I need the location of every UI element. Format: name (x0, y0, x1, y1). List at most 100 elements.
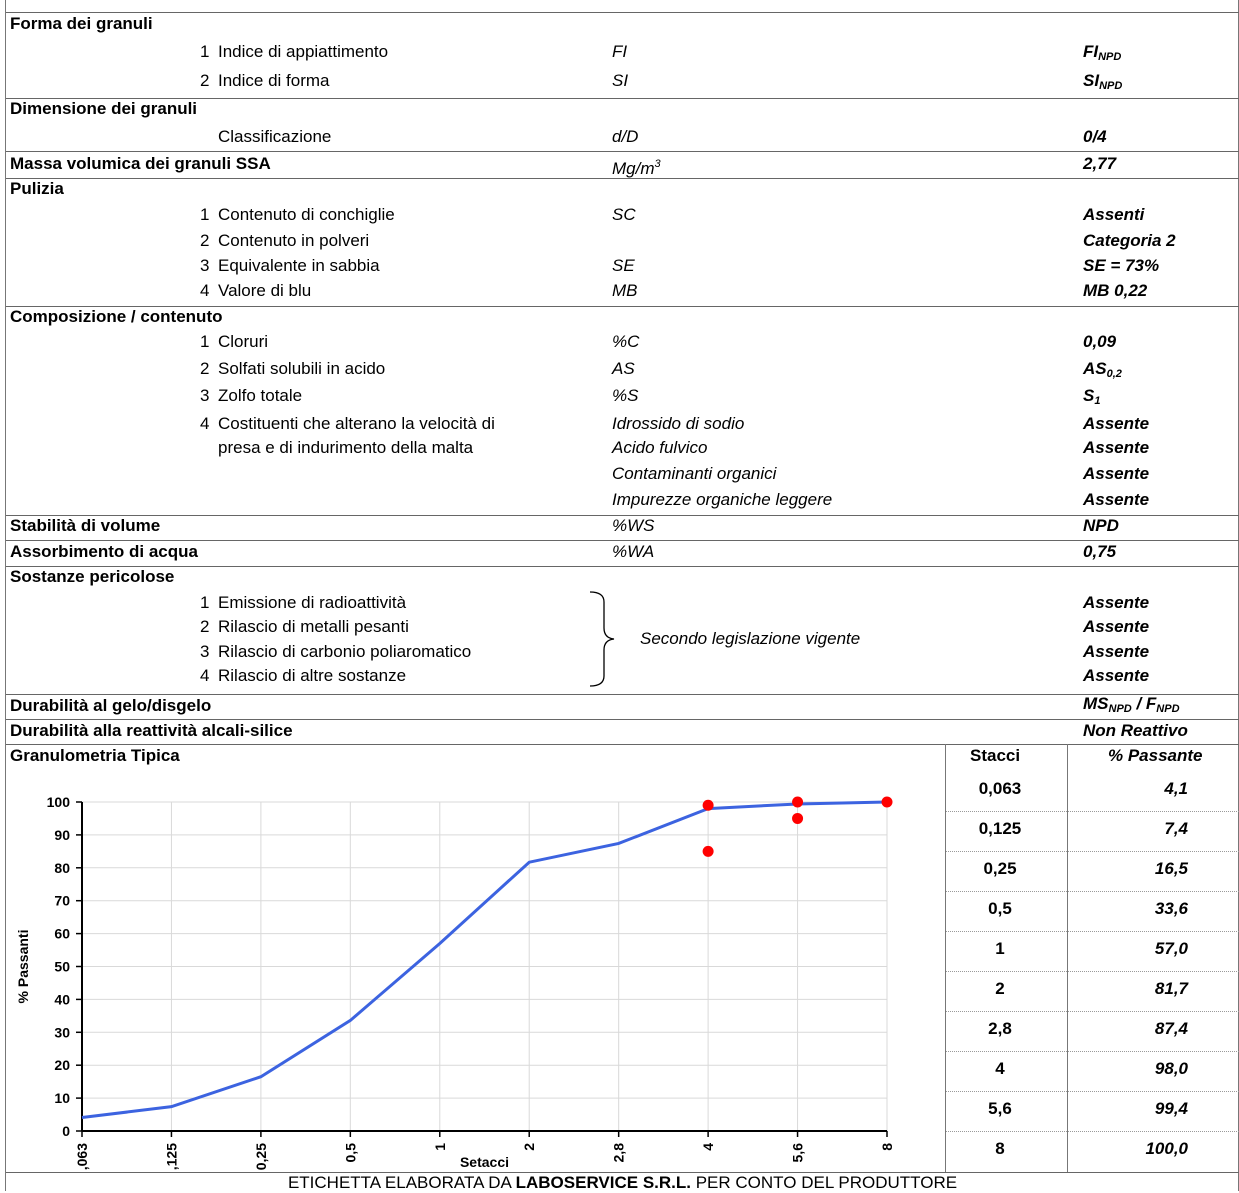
row-value: 0/4 (1083, 127, 1107, 146)
footer-text: PER CONTO DEL PRODUTTORE (691, 1173, 958, 1192)
row-value: 2,77 (1083, 154, 1117, 173)
table-row-separator (946, 1011, 1239, 1012)
passing-percent: 16,5 (1154, 859, 1188, 878)
row-label: Emissione di radioattività (218, 593, 407, 612)
row-label: Rilascio di altre sostanze (218, 666, 407, 685)
row-number: 3 (200, 642, 210, 661)
table-divider (1067, 744, 1068, 1172)
passing-percent: 99,4 (1154, 1099, 1188, 1118)
row-number: 1 (200, 593, 210, 612)
row-label: Indice di appiattimento (218, 42, 389, 61)
section-title-composizione: Composizione / contenuto (10, 307, 223, 326)
x-tick-label: 0,125 (163, 1143, 179, 1170)
y-tick-label: 90 (54, 827, 70, 843)
row-number: 4 (200, 281, 210, 300)
data-point (702, 799, 714, 811)
table-row-separator (946, 931, 1239, 932)
row-separator (6, 540, 1239, 541)
row-symbol: %S (612, 386, 639, 405)
row-separator (6, 178, 1239, 179)
y-tick-label: 0 (62, 1123, 70, 1139)
row-label: Indice di forma (218, 71, 330, 90)
table-divider (945, 744, 946, 1172)
y-tick-label: 60 (54, 926, 70, 942)
row-value: NPD (1083, 516, 1119, 535)
row-symbol: SI (612, 71, 629, 90)
row-value: FINPD (1083, 42, 1122, 63)
footer-brand: LABOSERVICE S.R.L. (515, 1173, 691, 1192)
row-label: presa e di indurimento della malta (218, 438, 474, 457)
row-separator (6, 12, 1239, 13)
col-header-passante: % Passante (1108, 746, 1203, 765)
row-label: Valore di blu (218, 281, 312, 300)
row-value: S1 (1083, 386, 1101, 407)
section-title-dimensione: Dimensione dei granuli (10, 99, 198, 118)
section-title-gelo: Durabilità al gelo/disgelo (10, 696, 212, 715)
section-title-stabilita: Stabilità di volume (10, 516, 161, 535)
passing-percent: 98,0 (1154, 1059, 1188, 1078)
y-tick-label: 80 (54, 860, 70, 876)
row-number: 4 (200, 666, 210, 685)
y-tick-label: 20 (54, 1057, 70, 1073)
row-label: Contenuto di conchiglie (218, 205, 395, 224)
passing-percent: 7,4 (1164, 819, 1188, 838)
row-label: Equivalente in sabbia (218, 256, 380, 275)
row-symbol: MB (612, 281, 638, 300)
row-label: Contenuto in polveri (218, 231, 370, 250)
y-tick-label: 100 (47, 794, 71, 810)
row-value: Categoria 2 (1083, 231, 1176, 250)
row-symbol: %WA (612, 542, 655, 561)
x-tick-label: 4 (700, 1143, 716, 1151)
row-symbol: Idrossido di sodio (612, 414, 745, 433)
x-tick-label: 8 (879, 1143, 895, 1151)
row-number: 1 (200, 42, 210, 61)
granulometry-chart: 0 10 20 30 40 50 60 70 80 90 100 0,063 0,125 0,25 0,5 1… (15, 794, 895, 1170)
table-row-separator (946, 891, 1239, 892)
x-tick-label: 0,25 (253, 1143, 269, 1170)
passing-percent: 100,0 (1145, 1139, 1188, 1158)
row-label: Solfati solubili in acido (218, 359, 386, 378)
row-separator (6, 694, 1239, 695)
y-tick-label: 50 (54, 959, 70, 975)
footer-text: ETICHETTA ELABORATA DA (287, 1173, 516, 1192)
sieve-size: 2,8 (988, 1019, 1012, 1038)
passing-percent: 57,0 (1154, 939, 1188, 958)
x-tick-label: 1 (432, 1143, 448, 1151)
footer: ETICHETTA ELABORATA DA LABOSERVICE S.R.L… (6, 1173, 1239, 1193)
row-symbol: d/D (612, 127, 639, 146)
y-tick-label: 40 (54, 991, 70, 1007)
row-separator (6, 566, 1239, 567)
row-symbol: AS (612, 359, 635, 378)
row-separator (6, 98, 1239, 99)
section-title-granulometria: Granulometria Tipica (10, 746, 180, 765)
passing-percent: 81,7 (1154, 979, 1188, 998)
legislation-note: Secondo legislazione vigente (640, 629, 861, 648)
row-separator (6, 1172, 1239, 1173)
x-tick-label: 2,8 (611, 1143, 627, 1163)
row-label: Zolfo totale (218, 386, 303, 405)
table-row-separator (946, 971, 1239, 972)
row-value: Assente (1083, 438, 1150, 457)
row-value: MSNPD / FNPD (1083, 694, 1180, 715)
section-title-assorbimento: Assorbimento di acqua (10, 542, 198, 561)
row-symbol: FI (612, 42, 628, 61)
table-row-separator (946, 851, 1239, 852)
row-symbol: SE (612, 256, 635, 275)
row-number: 2 (200, 359, 210, 378)
sieve-size: 5,6 (988, 1099, 1012, 1118)
row-symbol: Mg/m3 (612, 158, 661, 178)
row-value: SINPD (1083, 71, 1123, 92)
brace-icon (589, 591, 615, 687)
table-row-separator (946, 811, 1239, 812)
passing-percent: 4,1 (1164, 779, 1188, 798)
sieve-size: 8 (995, 1139, 1005, 1158)
row-number: 1 (200, 205, 210, 224)
sieve-size: 0,125 (978, 819, 1022, 838)
row-value: SE = 73% (1083, 256, 1160, 275)
section-title-forma: Forma dei granuli (10, 14, 153, 33)
row-number: 2 (200, 617, 210, 636)
row-number: 1 (200, 332, 210, 351)
table-row-separator (946, 1051, 1239, 1052)
row-symbol: Acido fulvico (612, 438, 708, 457)
x-tick-label: 2 (521, 1143, 537, 1151)
